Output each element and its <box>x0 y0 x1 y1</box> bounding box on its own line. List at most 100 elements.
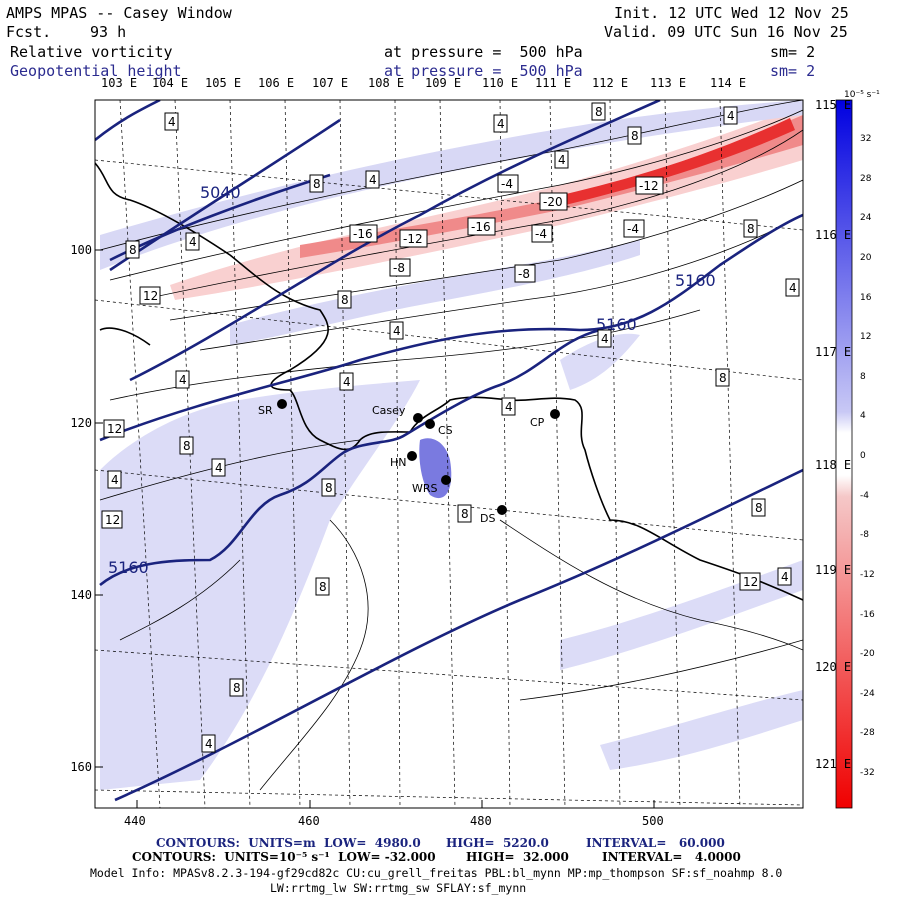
vort-contour-label: 8 <box>457 504 472 523</box>
colorbar-label: -12 <box>860 569 875 580</box>
svg-text:4: 4 <box>369 173 377 187</box>
colorbar-bar <box>835 99 853 809</box>
height-line-5220 <box>114 468 803 802</box>
colorbar-label: -28 <box>860 728 875 739</box>
colorbar-label: -8 <box>860 530 869 541</box>
svg-text:4: 4 <box>205 737 213 751</box>
vort-contour-label: 4 <box>201 734 216 753</box>
field2-level: at pressure = 500 hPa <box>384 62 583 80</box>
colorbar-label: 32 <box>860 134 872 144</box>
svg-text:4: 4 <box>168 115 176 129</box>
svg-text:-4: -4 <box>501 177 513 191</box>
vort-contour-label: 4 <box>365 170 380 189</box>
svg-text:8: 8 <box>233 681 241 695</box>
bottom-axis-label: 460 <box>298 814 320 828</box>
svg-text:12: 12 <box>105 513 120 527</box>
top-lon-label: 112 E <box>592 76 629 90</box>
vort-contour-label: -12 <box>635 176 664 195</box>
svg-text:-12: -12 <box>403 232 423 246</box>
svg-text:8: 8 <box>747 222 755 236</box>
vort-contour-label: -16 <box>467 217 496 236</box>
height-contour-label: 5160 <box>675 271 716 290</box>
station-HN-marker <box>407 451 417 461</box>
svg-text:4: 4 <box>179 373 187 387</box>
valid-time: Valid. 09 UTC Sun 16 Nov 25 <box>604 23 848 41</box>
svg-text:8: 8 <box>461 507 469 521</box>
station-CP-marker <box>550 409 560 419</box>
height-line-5160a <box>129 100 661 382</box>
chart-title: AMPS MPAS -- Casey Window <box>6 4 232 22</box>
svg-text:8: 8 <box>183 439 191 453</box>
svg-text:-4: -4 <box>627 222 639 236</box>
svg-text:4: 4 <box>189 235 197 249</box>
colorbar-label: -24 <box>860 688 875 699</box>
init-time: Init. 12 UTC Wed 12 Nov 25 <box>614 4 849 22</box>
vort-contour-label: 12 <box>139 286 161 305</box>
colorbar-label: 4 <box>860 411 866 422</box>
svg-text:-4: -4 <box>535 227 547 241</box>
field2-smoothing: sm= 2 <box>770 62 816 80</box>
vort-contour-label: 4 <box>785 278 800 297</box>
svg-text:4: 4 <box>215 461 223 475</box>
vort-contour-label: 8 <box>337 290 352 309</box>
top-lon-label: 107 E <box>312 76 349 90</box>
left-axis-label: 120 <box>70 416 92 430</box>
vort-contour-label: -4 <box>623 219 645 238</box>
field2-name: Geopotential height <box>10 62 182 80</box>
colorbar-label: 16 <box>860 292 872 303</box>
height-contour-label: 5040 <box>200 183 241 202</box>
vort-contour-label: 8 <box>125 240 140 259</box>
forecast-label: Fcst. <box>6 23 52 41</box>
height-line-5160c <box>99 328 601 586</box>
svg-text:4: 4 <box>343 375 351 389</box>
footer-vort-high: HIGH= 32.000 <box>466 850 569 864</box>
vort-contour-label: -12 <box>399 229 428 248</box>
vort-contour-label: 4 <box>164 112 179 131</box>
vort-contour-label: 8 <box>743 219 758 238</box>
height-contour-label: 5160 <box>108 558 149 577</box>
height-contour-label: 5160 <box>596 315 637 334</box>
height-line-5100b <box>109 118 341 272</box>
top-lon-label: 110 E <box>482 76 519 90</box>
svg-text:8: 8 <box>313 177 321 191</box>
pos-vort-band-mid <box>230 240 640 345</box>
station-SR-marker <box>277 399 287 409</box>
station-WRS-marker <box>441 475 451 485</box>
vort-contour-label: 8 <box>627 126 642 145</box>
forecast-value: 93 h <box>90 23 127 41</box>
station-label: CP <box>530 416 545 429</box>
svg-text:4: 4 <box>497 117 505 131</box>
vort-contour-label: 8 <box>591 102 606 121</box>
vort-contour-label: 4 <box>389 321 404 340</box>
svg-text:12: 12 <box>143 289 158 303</box>
svg-text:8: 8 <box>719 371 727 385</box>
station-DS-marker <box>497 505 507 515</box>
station-label: Casey <box>372 404 406 417</box>
station-CS-marker <box>425 419 435 429</box>
colorbar-unit: 10⁻⁵ s⁻¹ <box>844 90 880 100</box>
station-label: CS <box>438 424 453 437</box>
right-lon-label: 117 E <box>815 345 852 359</box>
top-lon-label: 113 E <box>650 76 687 90</box>
vort-contour-label: 4 <box>554 150 569 169</box>
svg-text:4: 4 <box>111 473 119 487</box>
vort-contour-label: -4 <box>531 224 553 243</box>
right-lon-label: 119 E <box>815 563 852 577</box>
vorticity-fills <box>100 100 803 790</box>
footer-height-contours: CONTOURS: UNITS=m LOW= 4980.0 <box>156 836 421 850</box>
plot-frame <box>94 99 804 809</box>
svg-text:-8: -8 <box>518 267 530 281</box>
vort-contour-label: -8 <box>389 258 411 277</box>
neg-vort-max <box>540 118 795 210</box>
colorbar-label: 12 <box>860 332 872 343</box>
vort-contour-label: 4 <box>339 372 354 391</box>
height-line-5160b <box>99 213 803 442</box>
svg-text:8: 8 <box>341 293 349 307</box>
pos-vort-se-band2 <box>600 690 803 770</box>
axis-ticks <box>95 249 655 808</box>
colorbar-label: -32 <box>860 768 875 778</box>
svg-text:12: 12 <box>743 575 758 589</box>
svg-text:8: 8 <box>595 105 603 119</box>
vort-contour-label: 8 <box>751 498 766 517</box>
right-lon-label: 121 E <box>815 757 852 771</box>
